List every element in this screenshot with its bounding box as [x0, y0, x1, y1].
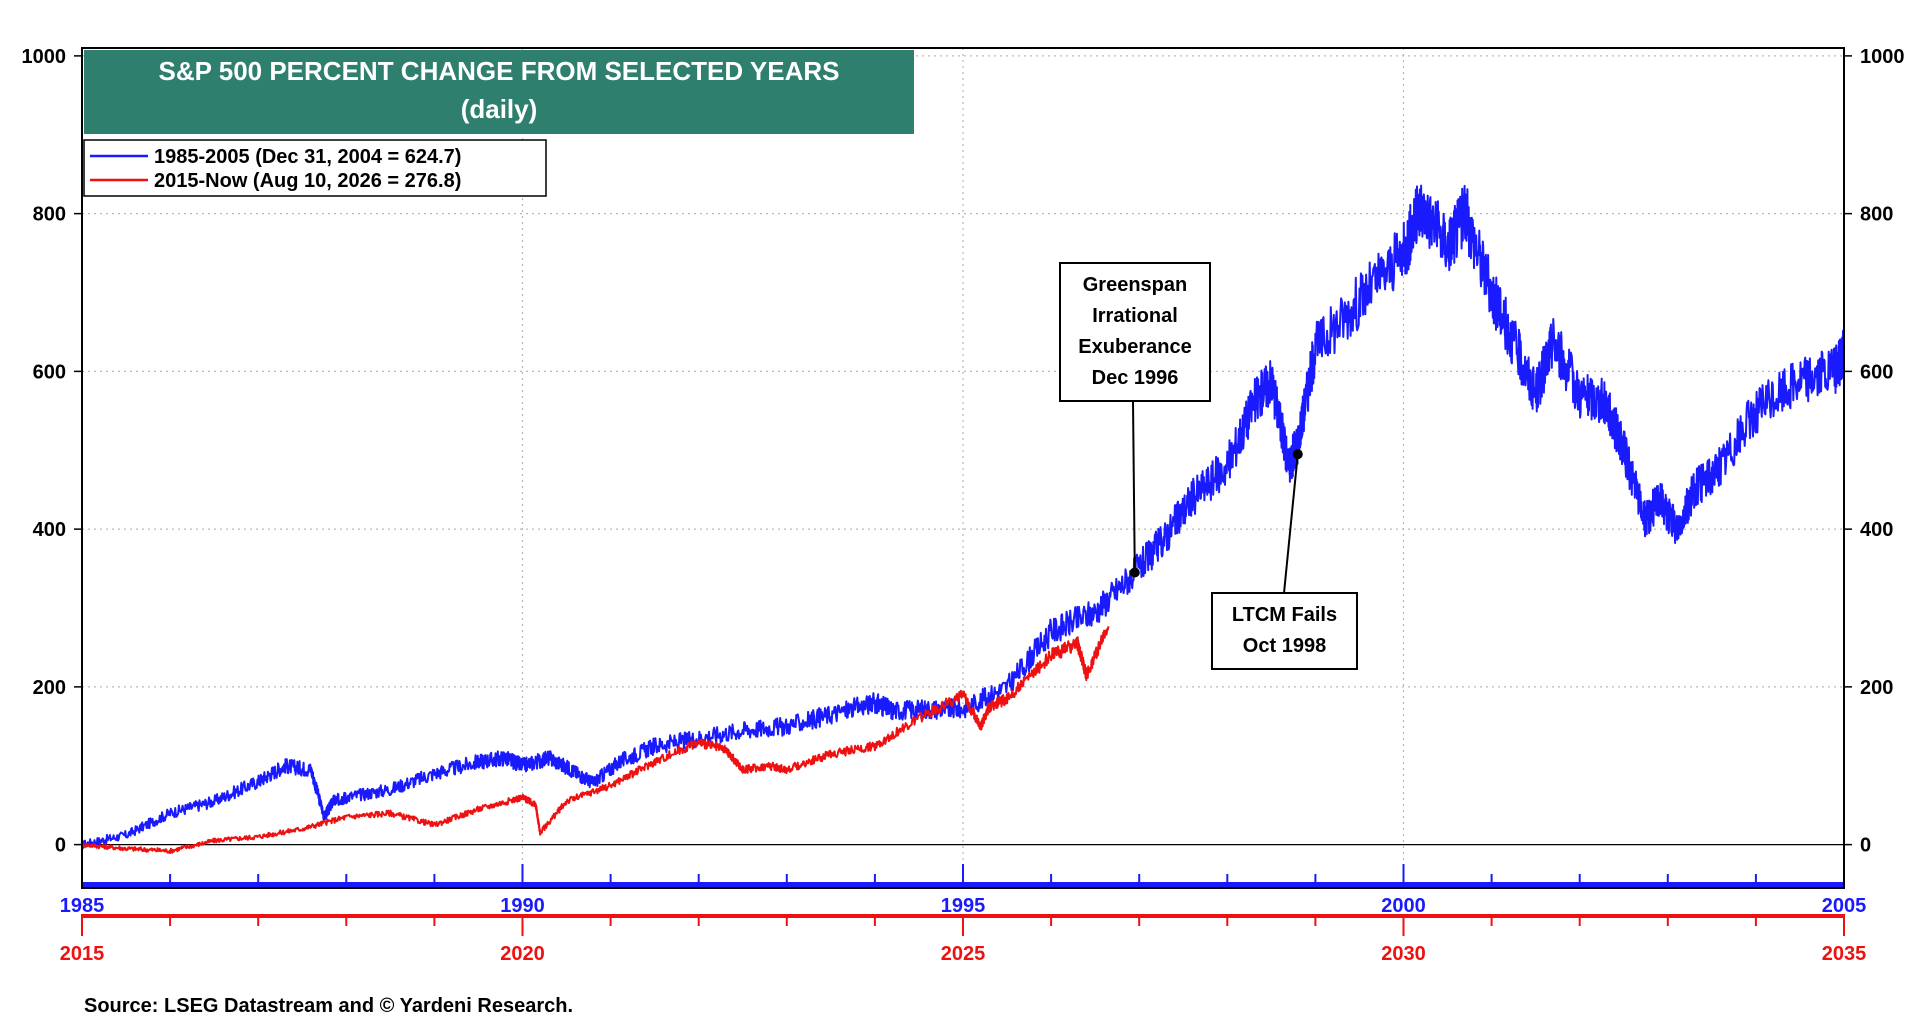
annotations: Greenspan Irrational Exuberance Dec 1996 LTC… — [1059, 262, 1358, 670]
xtick-label-red-2030: 2030 — [1381, 943, 1426, 965]
annotation-leader — [1283, 454, 1299, 594]
ytick-label-right-400: 400 — [1860, 519, 1893, 541]
annotation-box — [1059, 262, 1211, 402]
ytick-label-left-600: 600 — [33, 361, 66, 383]
legend-box — [83, 139, 547, 197]
plot-frame — [81, 47, 1845, 889]
legend-label-2015-now: 2015-Now (Aug 10, 2026 = 276.8) — [154, 170, 461, 192]
annotation-box — [1211, 592, 1358, 670]
xtick-label-red-2015: 2015 — [60, 943, 105, 965]
ytick-label-left-800: 800 — [33, 204, 66, 226]
x-tick-labels: 1985 2015 1990 2020 1995 2025 2000 2030 2005 2035 — [60, 895, 1867, 965]
annotation-text-line: Oct 1998 — [1243, 635, 1326, 657]
xtick-label-red-2035: 2035 — [1822, 943, 1867, 965]
annotation-ltcm: LTCM Fails Oct 1998 — [1211, 449, 1358, 670]
annotation-text-line: Dec 1996 — [1092, 367, 1179, 389]
source-note: Source: LSEG Datastream and © Yardeni Re… — [84, 995, 573, 1017]
chart-title: S&P 500 PERCENT CHANGE FROM SELECTED YEA… — [84, 50, 914, 134]
annotation-text-line: Exuberance — [1078, 336, 1191, 358]
annotation-greenspan: Greenspan Irrational Exuberance Dec 1996 — [1059, 262, 1211, 578]
annotation-point — [1292, 449, 1303, 460]
xtick-label-blue-1995: 1995 — [941, 895, 986, 917]
ytick-label-left-200: 200 — [33, 677, 66, 699]
annotation-leader — [1132, 400, 1136, 573]
ytick-label-right-0: 0 — [1860, 835, 1871, 857]
ytick-label-left-0: 0 — [55, 835, 66, 857]
series-lines — [81, 184, 1845, 855]
xtick-label-blue-1990: 1990 — [500, 895, 545, 917]
legend-label-1985-2005: 1985-2005 (Dec 31, 2004 = 624.7) — [154, 146, 461, 168]
annotation-text-line: Irrational — [1092, 305, 1178, 327]
ytick-label-right-600: 600 — [1860, 361, 1893, 383]
y-tick-labels: 0 0 200 200 400 400 600 600 800 800 1000 1000 — [22, 46, 1905, 857]
annotation-point — [1129, 567, 1140, 578]
xtick-label-red-2025: 2025 — [941, 943, 986, 965]
ytick-label-right-200: 200 — [1860, 677, 1893, 699]
xtick-label-blue-2000: 2000 — [1381, 895, 1426, 917]
title-box — [84, 50, 914, 134]
ytick-label-right-800: 800 — [1860, 204, 1893, 226]
series-line-1985-2005 — [81, 184, 1845, 849]
x-axis-red-band — [82, 914, 1844, 918]
xtick-label-blue-1985: 1985 — [60, 895, 105, 917]
tick-marks — [74, 55, 1852, 936]
xtick-label-red-2020: 2020 — [500, 943, 545, 965]
ytick-label-left-1000: 1000 — [22, 46, 67, 68]
ytick-label-right-1000: 1000 — [1860, 46, 1905, 68]
series-line-2015-now — [81, 626, 1110, 855]
annotation-text-line: LTCM Fails — [1232, 604, 1337, 626]
subtitle: (daily) — [461, 94, 538, 124]
ytick-label-left-400: 400 — [33, 519, 66, 541]
annotation-text-line: Greenspan — [1083, 274, 1187, 296]
xtick-label-blue-2005: 2005 — [1822, 895, 1867, 917]
title: S&P 500 PERCENT CHANGE FROM SELECTED YEA… — [159, 56, 840, 86]
legend: 1985-2005 (Dec 31, 2004 = 624.7) 2015-No… — [83, 139, 547, 197]
